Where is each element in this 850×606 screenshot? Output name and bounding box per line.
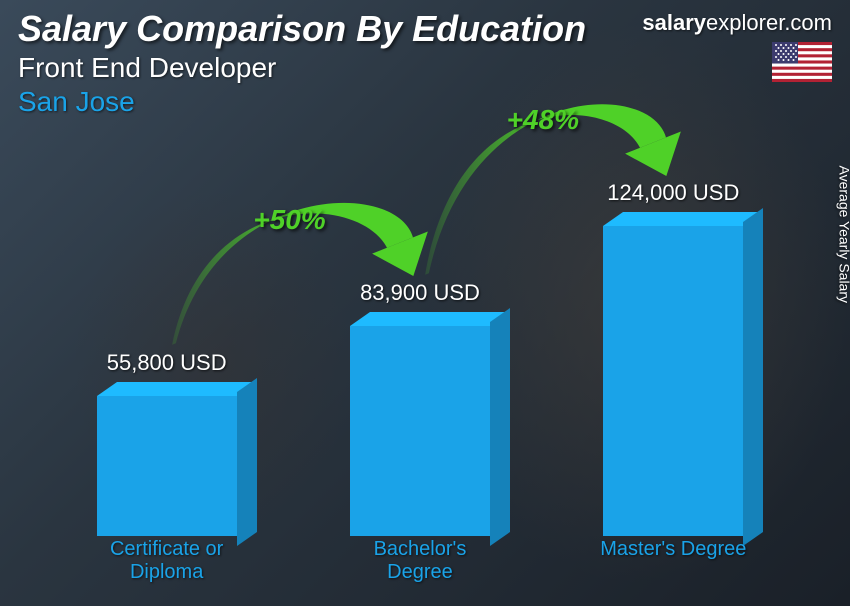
bar-value-label: 124,000 USD: [607, 180, 739, 206]
bar-chart: 55,800 USDCertificate or Diploma83,900 U…: [40, 68, 800, 588]
bar-slot: 55,800 USDCertificate or Diploma: [40, 350, 293, 536]
bar-category-label: Bachelor's Degree: [340, 538, 500, 584]
percent-increase-label: +50%: [253, 204, 325, 236]
bar-category-label: Certificate or Diploma: [87, 538, 247, 584]
site-name: salaryexplorer.com: [642, 10, 832, 36]
bar-slot: 124,000 USDMaster's Degree: [547, 180, 800, 536]
percent-increase-label: +48%: [507, 104, 579, 136]
bar: [603, 212, 743, 536]
bar-category-label: Master's Degree: [593, 538, 753, 561]
chart-title: Salary Comparison By Education: [18, 8, 586, 50]
bar-value-label: 55,800 USD: [107, 350, 227, 376]
bar: [97, 382, 237, 536]
bar-slot: 83,900 USDBachelor's Degree: [293, 280, 546, 536]
bar-value-label: 83,900 USD: [360, 280, 480, 306]
y-axis-label: Average Yearly Salary: [836, 166, 850, 304]
bar: [350, 312, 490, 536]
